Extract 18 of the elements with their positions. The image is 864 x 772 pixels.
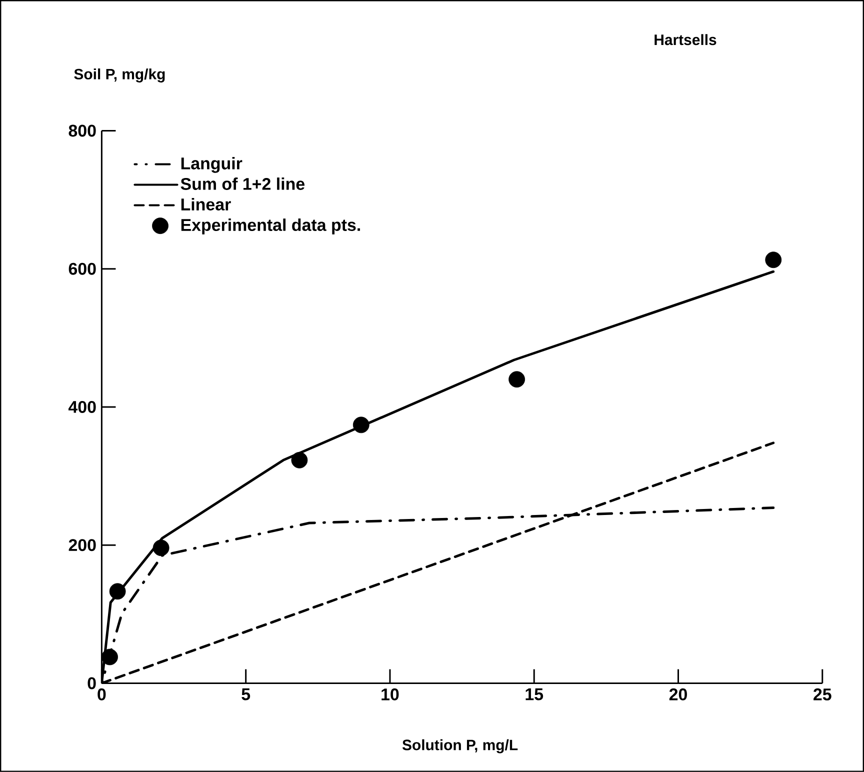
x-tick-label: 10 [382,688,399,700]
x-tick-label: 25 [814,688,832,700]
x-tick-label: 5 [242,688,250,700]
y-tick-label: 200 [68,539,96,552]
legend-label: Sum of 1+2 line [180,178,305,190]
legend-label: Linear [181,198,231,211]
y-tick-label: 600 [68,262,96,275]
y-tick-label: 800 [68,124,96,137]
y-tick-label: 400 [68,401,96,414]
y-tick-label: 0 [88,677,96,690]
legend-label: Languir [181,157,242,173]
y-axis-title: Soil P, mg/kg [74,68,165,83]
chart-title: Hartsells [654,34,716,46]
x-tick-label: 15 [526,688,544,700]
legend-label: Experimental data pts. [181,218,360,234]
x-tick-label: 20 [669,688,687,700]
x-tick-label: 0 [98,688,106,700]
x-axis-title: Solution P, mg/L [402,739,518,754]
